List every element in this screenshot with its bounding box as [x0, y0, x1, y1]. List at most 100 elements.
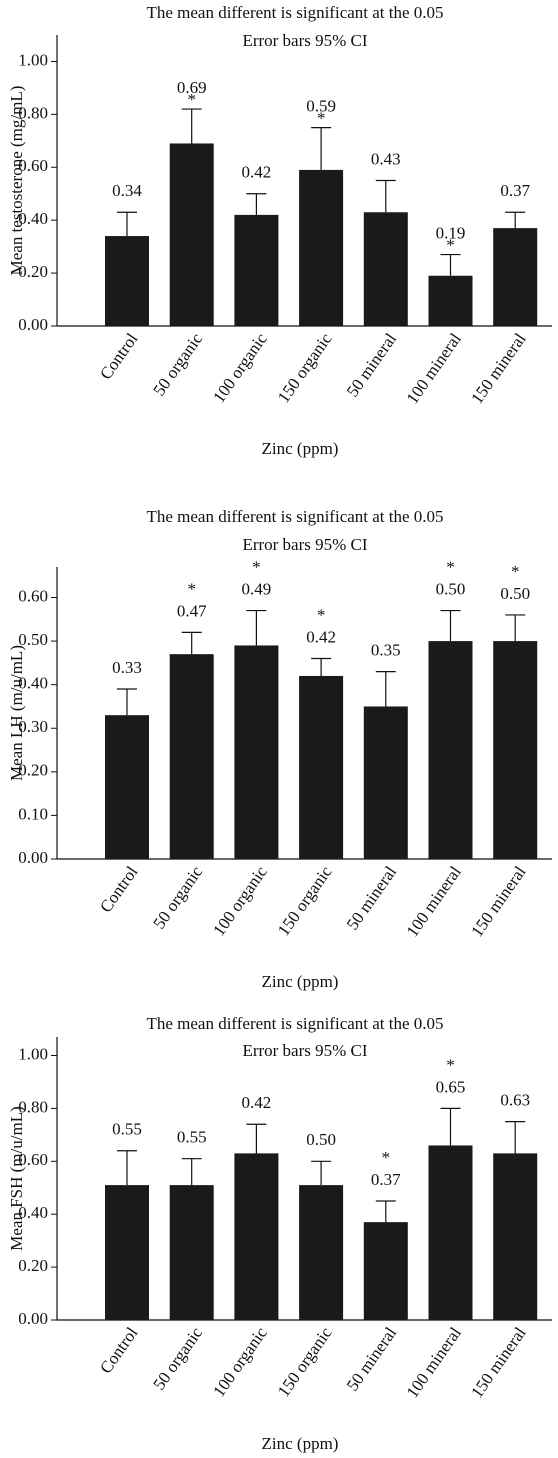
x-tick-label: Control — [96, 1323, 142, 1377]
x-axis-label: Zinc (ppm) — [262, 439, 339, 458]
chart-title: The mean different is significant at the… — [146, 3, 443, 22]
x-axis-label: Zinc (ppm) — [262, 1434, 339, 1453]
x-tick-label: 150 mineral — [467, 862, 530, 940]
bar — [234, 645, 279, 859]
value-label: 0.50 — [436, 579, 466, 598]
value-label: 0.34 — [112, 181, 142, 200]
bar — [169, 1185, 214, 1320]
x-tick-label: 50 organic — [149, 1323, 206, 1393]
x-tick-label: 100 organic — [209, 862, 271, 939]
x-tick-label: 100 organic — [209, 1323, 271, 1400]
y-tick-label: 0.00 — [18, 848, 48, 867]
value-label: 0.55 — [112, 1120, 142, 1139]
value-label: 0.50 — [306, 1130, 336, 1149]
x-tick-label: 50 organic — [149, 329, 206, 399]
value-label: 0.43 — [371, 149, 401, 168]
x-tick-label: 50 mineral — [343, 1323, 401, 1394]
y-tick-label: 0.20 — [18, 761, 48, 780]
chart-subtitle: Error bars 95% CI — [242, 535, 367, 554]
x-tick-label: Control — [96, 862, 142, 916]
y-tick-label: 0.30 — [18, 717, 48, 736]
bar — [299, 1185, 344, 1320]
significance-mark: * — [446, 1055, 455, 1074]
x-tick-label: 100 organic — [209, 329, 271, 406]
x-tick-label: 50 mineral — [343, 862, 401, 933]
value-label: 0.49 — [242, 579, 272, 598]
y-tick-label: 0.00 — [18, 315, 48, 334]
x-tick-label: Control — [96, 329, 142, 383]
y-tick-label: 0.40 — [18, 1203, 48, 1222]
significance-mark: * — [252, 557, 261, 576]
value-label: 0.63 — [500, 1091, 530, 1110]
bar — [493, 641, 538, 859]
y-tick-label: 0.50 — [18, 630, 48, 649]
value-label: 0.35 — [371, 641, 401, 660]
x-tick-label: 50 mineral — [343, 329, 401, 400]
value-label: 0.19 — [436, 223, 466, 242]
significance-mark: * — [446, 235, 455, 254]
value-label: 0.42 — [242, 1093, 272, 1112]
bar — [363, 1222, 408, 1320]
y-tick-label: 1.00 — [18, 50, 48, 69]
significance-mark: * — [446, 557, 455, 576]
y-axis-label: Mean LH (m/u/mL) — [7, 645, 26, 781]
bar — [299, 169, 344, 326]
bar — [363, 212, 408, 326]
bar — [428, 1145, 473, 1320]
significance-mark: * — [511, 562, 520, 581]
bar — [428, 275, 473, 326]
y-tick-label: 0.20 — [18, 1256, 48, 1275]
chart-subtitle: Error bars 95% CI — [242, 31, 367, 50]
bar — [493, 1153, 538, 1320]
x-axis-label: Zinc (ppm) — [262, 972, 339, 991]
y-tick-label: 0.60 — [18, 586, 48, 605]
value-label: 0.55 — [177, 1128, 207, 1147]
value-label: 0.47 — [177, 601, 207, 620]
bar — [493, 228, 538, 326]
significance-mark: * — [187, 90, 196, 109]
x-tick-label: 50 organic — [149, 862, 206, 932]
chart-title: The mean different is significant at the… — [146, 1014, 443, 1033]
bar — [105, 236, 149, 326]
x-tick-label: 150 organic — [274, 862, 336, 939]
y-tick-label: 0.40 — [18, 209, 48, 228]
bar — [234, 214, 279, 326]
x-tick-label: 100 mineral — [403, 862, 466, 940]
chart-subtitle: Error bars 95% CI — [242, 1041, 367, 1060]
value-label: 0.37 — [371, 1170, 401, 1189]
value-label: 0.42 — [242, 163, 272, 182]
x-tick-label: 100 mineral — [403, 1323, 466, 1401]
y-tick-label: 0.00 — [18, 1309, 48, 1328]
value-label: 0.59 — [306, 96, 336, 115]
bar — [105, 715, 149, 859]
x-tick-label: 150 mineral — [467, 1323, 530, 1401]
bar — [428, 641, 473, 859]
y-tick-label: 0.80 — [18, 1097, 48, 1116]
value-label: 0.65 — [436, 1077, 466, 1096]
significance-mark: * — [317, 108, 326, 127]
y-tick-label: 0.40 — [18, 674, 48, 693]
bar — [234, 1153, 279, 1320]
y-tick-label: 0.10 — [18, 804, 48, 823]
bar — [169, 143, 214, 326]
chart-title: The mean different is significant at the… — [146, 507, 443, 526]
y-tick-label: 0.20 — [18, 262, 48, 281]
y-axis-label: Mean FSH (m/u/mL) — [7, 1106, 26, 1251]
y-tick-label: 0.60 — [18, 156, 48, 175]
y-tick-label: 0.60 — [18, 1150, 48, 1169]
bar — [105, 1185, 149, 1320]
significance-mark: * — [382, 1148, 391, 1167]
x-tick-label: 150 mineral — [467, 329, 530, 407]
value-label: 0.33 — [112, 658, 142, 677]
value-label: 0.69 — [177, 78, 207, 97]
value-label: 0.50 — [500, 584, 530, 603]
x-tick-label: 150 organic — [274, 329, 336, 406]
value-label: 0.37 — [500, 181, 530, 200]
bar — [169, 654, 214, 859]
y-tick-label: 1.00 — [18, 1044, 48, 1063]
y-tick-label: 0.80 — [18, 103, 48, 122]
significance-mark: * — [187, 579, 196, 598]
x-tick-label: 150 organic — [274, 1323, 336, 1400]
y-axis-label: Mean testosterone (mg/mL) — [7, 86, 26, 276]
